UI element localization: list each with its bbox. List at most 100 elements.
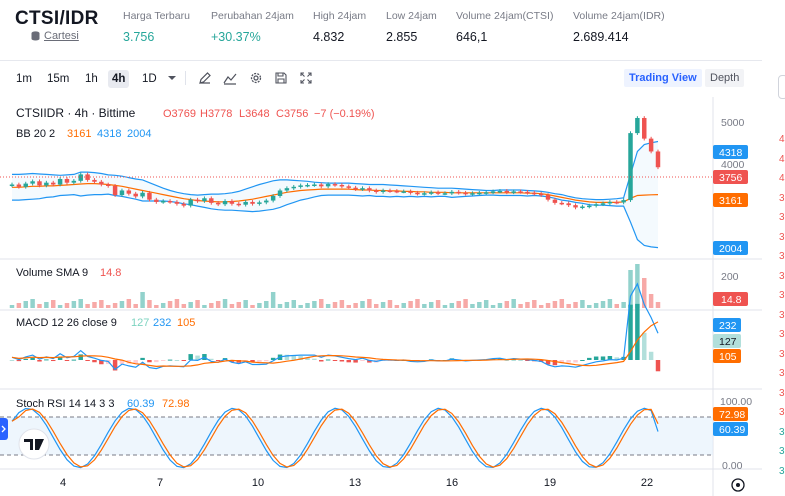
volume-bar: [51, 300, 56, 308]
volume-bar: [360, 301, 365, 308]
legend-high: H3778: [200, 108, 232, 120]
candle-body: [202, 198, 207, 202]
orderbook-price: 3: [779, 407, 785, 418]
volume-bar: [374, 304, 379, 308]
stat-value: 646,1: [456, 30, 488, 44]
candle-body: [319, 184, 324, 187]
macd-histogram-bar: [133, 360, 138, 364]
candle-body: [655, 151, 661, 168]
candle-body: [525, 191, 530, 194]
timeframe-15m[interactable]: 15m: [47, 73, 70, 85]
volume-bar: [243, 300, 248, 308]
volume-bar: [291, 300, 296, 308]
macd-histogram-bar: [607, 356, 613, 360]
volume-bar: [181, 304, 187, 308]
candle-body: [490, 191, 496, 193]
candle-body: [380, 190, 386, 192]
macd-histogram-bar: [250, 360, 255, 363]
stat-low-24h: Low 24jam 2.855: [386, 10, 437, 44]
tradingview-logo-icon[interactable]: [24, 439, 44, 450]
candle-body: [387, 190, 393, 192]
candle-body: [367, 188, 372, 191]
volume-bar: [133, 304, 138, 308]
volume-bar: [587, 305, 592, 308]
collapse-toolbar-button[interactable]: [0, 418, 8, 440]
macd-histogram-bar: [525, 360, 530, 361]
timeframe-1d[interactable]: 1D: [142, 73, 157, 85]
depth-button[interactable]: Depth: [705, 69, 745, 87]
macd-histogram-bar: [593, 356, 599, 360]
trading-view-button[interactable]: Trading View: [624, 69, 702, 87]
bb-upper-value: 4318: [97, 128, 121, 140]
bb-lower-value: 2004: [127, 128, 151, 140]
candle-body: [250, 201, 255, 204]
volume-bar: [160, 303, 166, 308]
gear-icon[interactable]: [249, 71, 263, 85]
candle-body: [497, 190, 503, 193]
macd-histogram-bar: [587, 357, 592, 360]
time-axis: 4 7 10 13 16 19 22: [60, 477, 653, 489]
stat-value: 2.689.414: [573, 30, 629, 44]
candle-body: [23, 183, 28, 187]
exchange-link[interactable]: Cartesi: [44, 30, 79, 42]
chevron-down-icon[interactable]: [165, 71, 179, 85]
candle-body: [57, 179, 63, 185]
chart-toolbar: 1m 15m 1h 4h 1D Trading View Depth: [0, 61, 762, 95]
volume-tick: 200: [721, 271, 739, 283]
side-panel-tab[interactable]: [778, 75, 785, 99]
indicator-icon[interactable]: [223, 71, 237, 85]
volume-bar: [325, 304, 331, 308]
macd-line-tag-text: 232: [719, 320, 737, 332]
orderbook-price: 3: [779, 446, 785, 457]
volume-bar: [167, 301, 173, 308]
candle-body: [312, 184, 317, 187]
volume-bar: [552, 301, 558, 308]
volume-bar: [435, 300, 441, 308]
pencil-icon[interactable]: [198, 71, 212, 85]
candle-body: [325, 184, 331, 187]
volume-bar: [112, 303, 118, 308]
timeframe-1h[interactable]: 1h: [85, 73, 98, 85]
candle-body: [532, 192, 537, 195]
timeframe-4h[interactable]: 4h: [108, 70, 130, 88]
volume-bar: [37, 304, 42, 308]
volume-bar: [580, 300, 585, 308]
time-axis-label: 19: [544, 477, 556, 489]
volume-bar: [202, 305, 207, 308]
candle-body: [635, 117, 640, 134]
stoch-k-tag-text: 60.39: [719, 424, 745, 436]
volume-bar: [442, 305, 448, 308]
legend-symbol: CTSIIDR · 4h · Bittime: [16, 106, 136, 120]
chart-settings-icon[interactable]: [731, 478, 745, 492]
chart-canvas[interactable]: CTSIIDR · 4h · Bittime O3769 H3778 L3648…: [0, 97, 762, 496]
macd-histogram-bar: [655, 360, 661, 372]
macd-histogram-bar: [181, 360, 187, 361]
stat-value: +30.37%: [211, 30, 261, 44]
macd-histogram-bar: [332, 360, 338, 361]
fullscreen-icon[interactable]: [299, 71, 313, 85]
volume-bar: [174, 299, 180, 308]
candle-body: [614, 201, 619, 204]
save-icon[interactable]: [274, 71, 288, 85]
volume-bar: [401, 303, 406, 308]
candle-body: [181, 203, 187, 206]
candle-body: [642, 117, 647, 139]
candle-body: [422, 193, 427, 195]
candle-body: [160, 201, 166, 203]
volume-bar: [394, 305, 400, 308]
macd-histogram-bar: [140, 357, 145, 360]
candle-body: [332, 184, 338, 186]
orderbook-price: 3: [779, 309, 785, 321]
candle-body: [167, 201, 173, 203]
volume-bar: [483, 300, 489, 308]
stoch-k-value: 60.39: [127, 398, 155, 410]
candle-body: [44, 182, 49, 186]
timeframe-1m[interactable]: 1m: [16, 73, 32, 85]
macd-histogram-bar: [167, 359, 173, 361]
candle-body: [470, 193, 475, 195]
stoch-d-value: 72.98: [162, 398, 190, 410]
macd-histogram-bar: [99, 360, 104, 365]
macd-hist-tag: [713, 334, 741, 348]
candle-body: [600, 203, 606, 205]
candle-body: [140, 192, 145, 197]
